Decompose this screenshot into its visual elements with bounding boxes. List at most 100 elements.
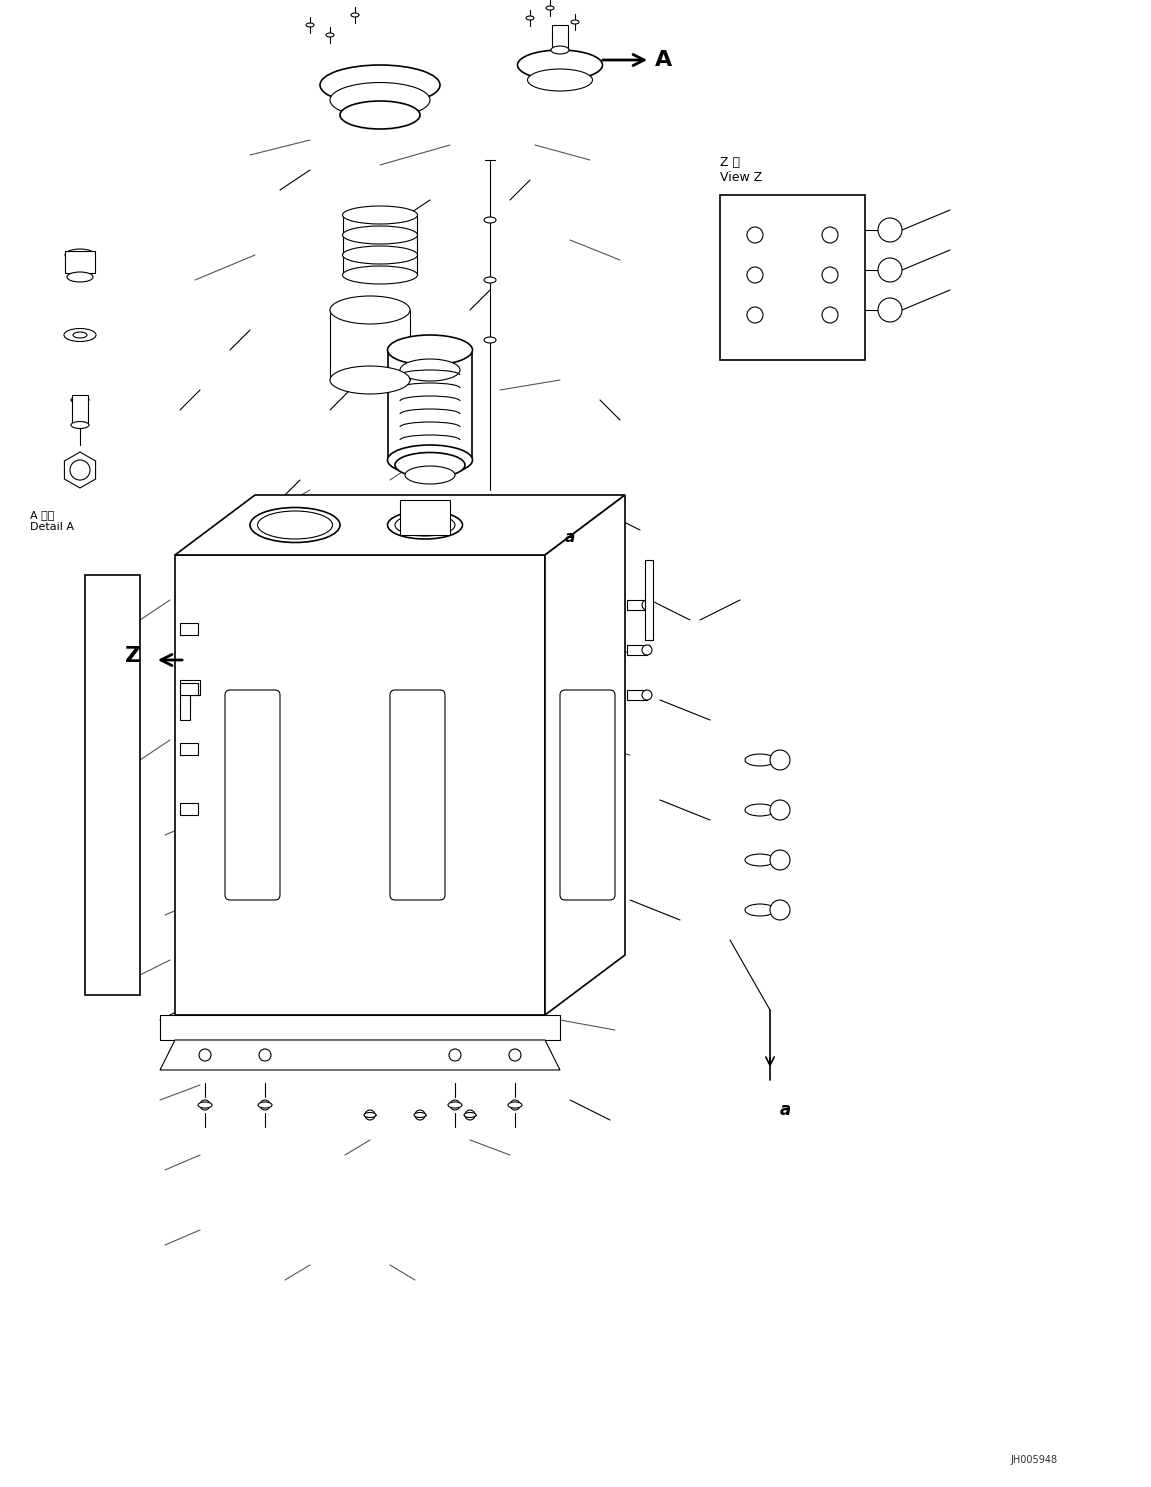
Polygon shape [160, 1039, 561, 1071]
Text: a: a [780, 1100, 791, 1120]
Ellipse shape [745, 854, 775, 865]
Circle shape [770, 749, 790, 770]
Circle shape [747, 306, 763, 323]
Bar [180, 744, 198, 755]
Ellipse shape [485, 277, 496, 283]
Bar [627, 599, 647, 610]
Bar [552, 25, 567, 51]
Bar [64, 251, 96, 274]
Ellipse shape [388, 445, 473, 474]
FancyBboxPatch shape [224, 690, 280, 900]
Ellipse shape [250, 507, 340, 543]
Circle shape [449, 1048, 462, 1062]
Ellipse shape [320, 65, 440, 106]
Bar [85, 575, 140, 995]
Ellipse shape [330, 296, 410, 324]
Ellipse shape [551, 46, 569, 54]
Ellipse shape [67, 272, 93, 283]
Ellipse shape [258, 1102, 272, 1108]
Ellipse shape [258, 512, 333, 538]
Text: A 詳細
Detail A: A 詳細 Detail A [30, 510, 74, 531]
Ellipse shape [64, 329, 96, 342]
Ellipse shape [745, 904, 775, 916]
FancyBboxPatch shape [561, 690, 615, 900]
Ellipse shape [571, 19, 579, 24]
Circle shape [747, 228, 763, 242]
Ellipse shape [745, 754, 775, 766]
Bar [721, 195, 866, 360]
Circle shape [878, 297, 902, 323]
Bar [180, 803, 198, 815]
Bar [627, 690, 647, 700]
Ellipse shape [326, 33, 334, 37]
Ellipse shape [405, 465, 455, 483]
Ellipse shape [414, 1112, 426, 1118]
Ellipse shape [71, 421, 89, 428]
Circle shape [642, 599, 651, 610]
Circle shape [200, 1100, 209, 1109]
Circle shape [770, 900, 790, 920]
Bar [645, 561, 653, 639]
Ellipse shape [340, 101, 420, 129]
Polygon shape [546, 495, 625, 1016]
Circle shape [199, 1048, 211, 1062]
Text: Z: Z [125, 645, 142, 666]
Ellipse shape [388, 335, 473, 364]
Circle shape [770, 851, 790, 870]
Bar [73, 396, 87, 425]
Circle shape [70, 459, 90, 480]
Circle shape [450, 1100, 460, 1109]
Text: Z 視
View Z: Z 視 View Z [721, 156, 762, 184]
Ellipse shape [73, 332, 87, 338]
Polygon shape [160, 1016, 561, 1039]
Circle shape [878, 219, 902, 242]
Bar [180, 623, 198, 635]
Ellipse shape [343, 245, 418, 265]
Circle shape [465, 1109, 475, 1120]
Ellipse shape [395, 515, 455, 535]
Bar [627, 645, 647, 654]
Polygon shape [175, 495, 625, 555]
Circle shape [259, 1048, 270, 1062]
Text: JH005948: JH005948 [1009, 1454, 1057, 1465]
FancyBboxPatch shape [390, 690, 445, 900]
Ellipse shape [343, 266, 418, 284]
Text: A: A [655, 51, 672, 70]
Circle shape [510, 1100, 520, 1109]
Ellipse shape [546, 6, 554, 10]
Ellipse shape [395, 452, 465, 477]
Polygon shape [180, 680, 200, 720]
Circle shape [822, 268, 838, 283]
Ellipse shape [401, 358, 460, 381]
Circle shape [509, 1048, 521, 1062]
Ellipse shape [364, 1112, 376, 1118]
Circle shape [642, 690, 651, 700]
Ellipse shape [526, 16, 534, 19]
Text: a: a [565, 531, 576, 546]
Ellipse shape [330, 366, 410, 394]
Ellipse shape [306, 22, 314, 27]
Ellipse shape [71, 397, 89, 403]
Bar [401, 500, 450, 535]
Circle shape [747, 268, 763, 283]
Ellipse shape [351, 13, 359, 16]
Circle shape [416, 1109, 425, 1120]
Ellipse shape [508, 1102, 523, 1108]
Ellipse shape [330, 82, 430, 117]
Ellipse shape [485, 338, 496, 343]
Ellipse shape [464, 1112, 477, 1118]
Ellipse shape [448, 1102, 462, 1108]
Ellipse shape [64, 248, 96, 262]
Ellipse shape [527, 68, 593, 91]
Circle shape [878, 259, 902, 283]
Circle shape [822, 228, 838, 242]
Circle shape [770, 800, 790, 819]
Ellipse shape [745, 804, 775, 816]
Bar [175, 555, 546, 1016]
Circle shape [822, 306, 838, 323]
Ellipse shape [343, 207, 418, 225]
Circle shape [365, 1109, 375, 1120]
Ellipse shape [388, 512, 463, 538]
Circle shape [642, 645, 651, 654]
Ellipse shape [518, 51, 602, 80]
